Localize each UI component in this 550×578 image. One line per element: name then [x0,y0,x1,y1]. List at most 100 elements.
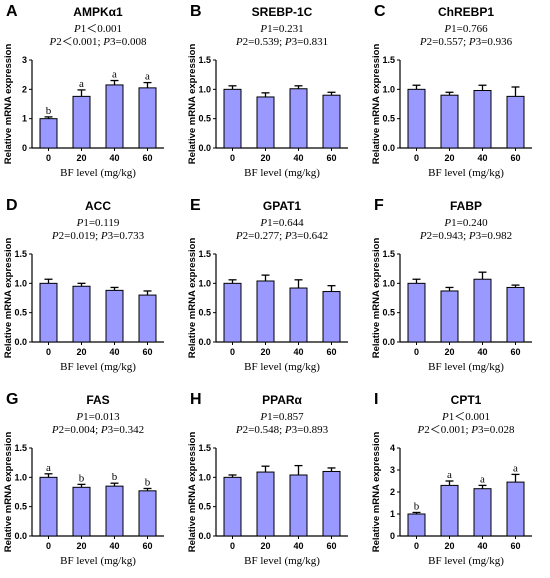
x-axis-label: BF level (mg/kg) [428,167,504,179]
x-tick-label: 40 [477,153,487,163]
x-tick-label: 0 [230,347,235,357]
x-axis-label: BF level (mg/kg) [428,361,504,373]
x-tick-label: 20 [444,347,454,357]
stat-line-1: P1＜0.001 [441,411,490,423]
y-tick-label: 3 [390,465,395,475]
y-tick-label: 4 [390,443,395,453]
bar [289,287,308,343]
significance-label: a [145,71,150,83]
y-tick-label: 1.5 [198,55,211,65]
x-tick-label: 20 [76,541,86,551]
y-axis-label: Relative mRNA expression [187,432,198,553]
significance-label: a [46,462,51,474]
bar [105,84,124,149]
stat-line-2: P2=0.557; P3=0.936 [419,36,513,48]
y-axis-label: Relative mRNA expression [371,238,382,359]
y-tick-label: 1.0 [198,278,211,288]
x-tick-label: 40 [477,347,487,357]
y-tick-label: 0.5 [14,502,27,512]
x-tick-label: 20 [76,347,86,357]
panel-letter: E [190,197,201,214]
x-tick-label: 60 [326,153,336,163]
x-tick-label: 0 [230,541,235,551]
x-tick-label: 20 [260,347,270,357]
x-tick-label: 60 [510,153,520,163]
bar [72,486,91,537]
stat-line-1: P1=0.857 [259,411,304,423]
stat-line-1: P1＜0.001 [73,23,122,35]
y-tick-label: 1.5 [14,249,27,259]
y-axis-label: Relative mRNA expression [3,238,14,359]
bar [72,95,91,149]
y-tick-label: 0.0 [198,337,211,347]
panel-letter: I [374,391,378,408]
y-tick-label: 0.0 [198,143,211,153]
x-tick-label: 40 [109,541,119,551]
stat-line-2: P2=0.539; P3=0.831 [235,36,328,48]
y-tick-label: 1.0 [14,472,27,482]
stat-line-1: P1=0.013 [75,411,120,423]
significance-label: a [447,469,452,481]
y-tick-label: 0.5 [382,114,395,124]
y-tick-label: 1.0 [198,472,211,482]
panel-title: FABP [450,199,482,213]
y-tick-label: 1.0 [14,278,27,288]
significance-label: b [414,500,420,512]
bar [440,94,459,149]
bar [223,476,242,537]
x-axis-label: BF level (mg/kg) [60,361,136,373]
x-tick-label: 20 [260,541,270,551]
y-tick-label: 1 [22,114,27,124]
panel-letter: A [6,3,18,20]
bar [72,285,91,343]
y-tick-label: 1.5 [198,249,211,259]
y-tick-label: 0.5 [14,308,27,318]
stat-line-2: P2=0.019; P3=0.733 [51,230,145,242]
y-tick-label: 0.0 [198,531,211,541]
stat-line-1: P1=0.766 [443,23,488,35]
y-tick-label: 0.0 [382,143,395,153]
bar [407,88,426,149]
panel-title: AMPKα1 [73,5,123,19]
bar [506,481,525,537]
y-tick-label: 0.5 [198,114,211,124]
panel-letter: H [190,391,202,408]
x-tick-label: 20 [444,541,454,551]
y-tick-label: 1.5 [198,443,211,453]
y-axis-label: Relative mRNA expression [3,44,14,165]
x-axis-label: BF level (mg/kg) [244,167,320,179]
panel-letter: C [374,3,386,20]
x-tick-label: 40 [109,153,119,163]
bar [407,282,426,343]
x-tick-label: 0 [46,541,51,551]
y-tick-label: 0.0 [14,531,27,541]
y-axis-label: Relative mRNA expression [371,432,382,553]
x-tick-label: 60 [510,541,520,551]
bar [473,278,492,343]
panel-title: ACC [85,199,111,213]
stat-line-1: P1=0.644 [259,217,304,229]
y-tick-label: 0 [22,143,27,153]
bar [440,290,459,343]
y-tick-label: 1.5 [382,55,395,65]
x-tick-label: 40 [477,541,487,551]
panel-title: CPT1 [451,393,482,407]
x-axis-label: BF level (mg/kg) [60,555,136,567]
x-tick-label: 40 [109,347,119,357]
x-tick-label: 20 [76,153,86,163]
significance-label: b [79,472,85,484]
significance-label: a [480,473,485,485]
y-tick-label: 0.5 [198,502,211,512]
y-tick-label: 1.5 [14,443,27,453]
bar [138,294,157,343]
panel-letter: B [190,3,202,20]
significance-label: b [112,471,118,483]
significance-label: b [145,476,151,488]
